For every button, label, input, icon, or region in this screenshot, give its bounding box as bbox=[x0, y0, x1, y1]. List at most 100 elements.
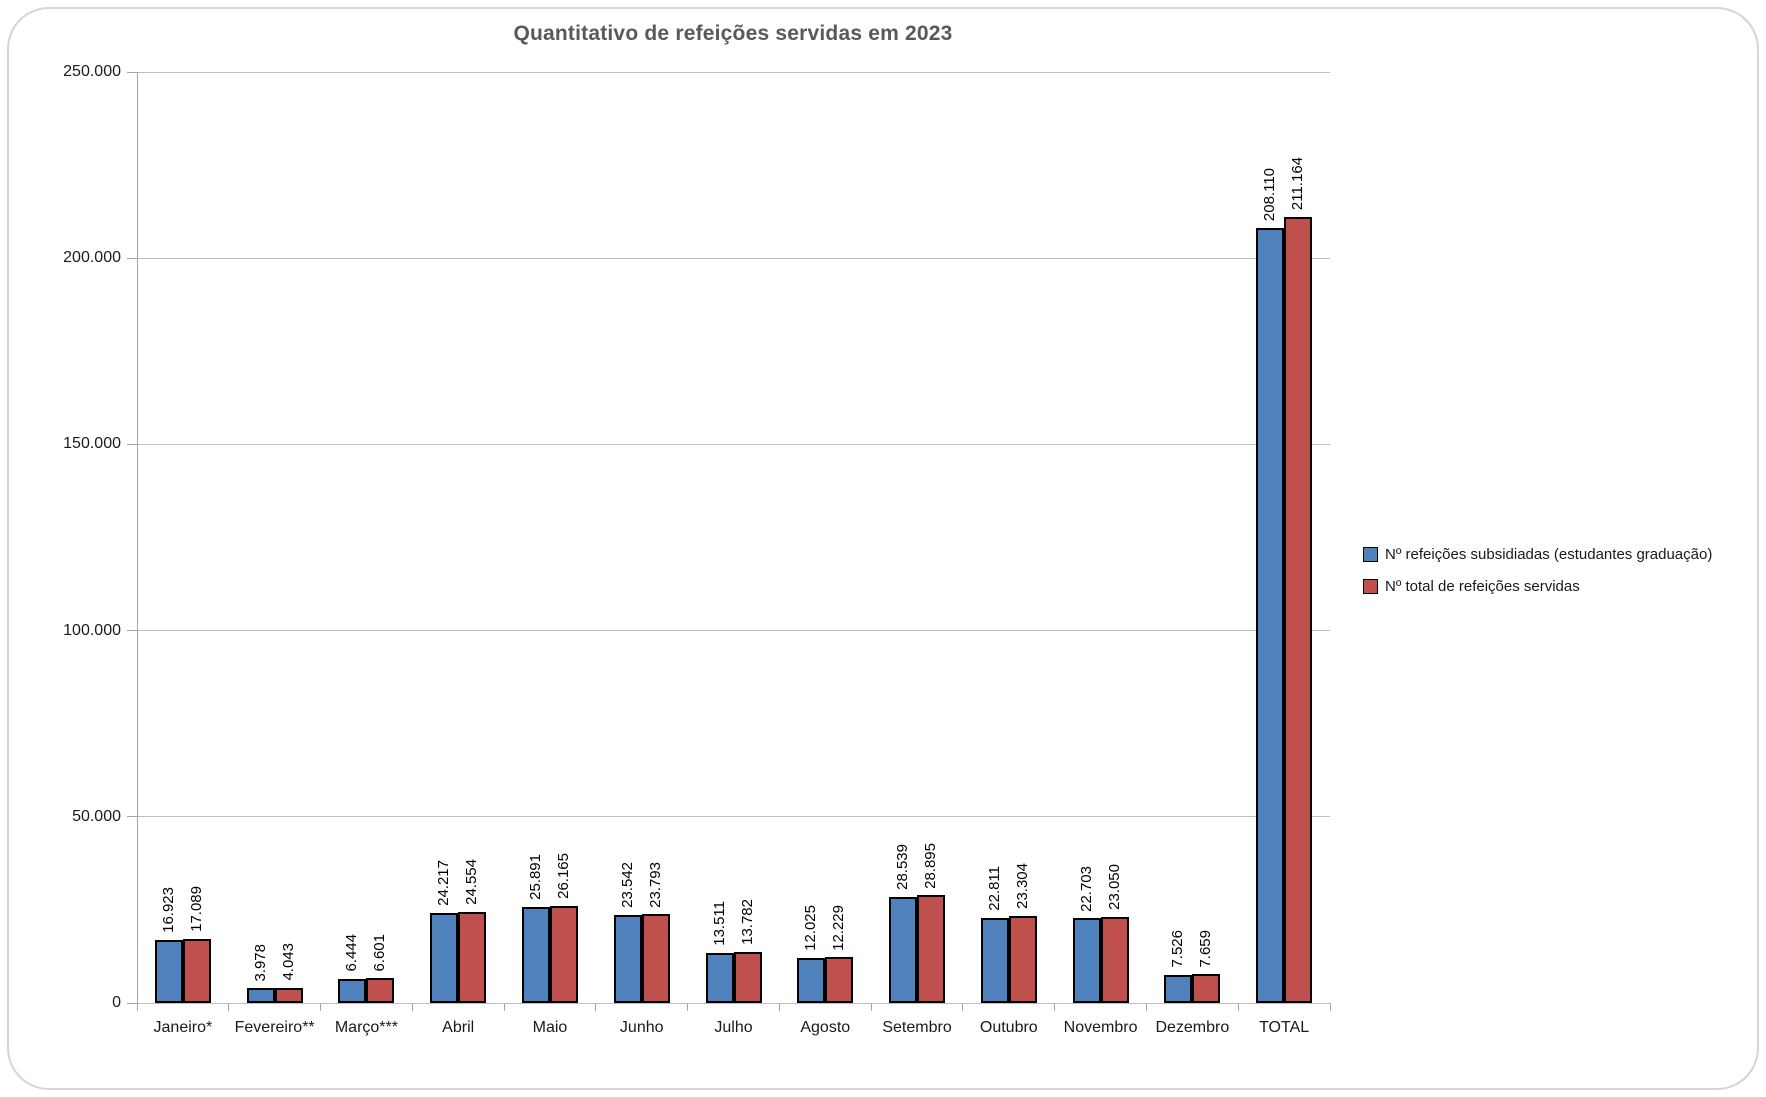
bar-value-label: 23.542 bbox=[618, 862, 636, 909]
bar-value-label: 23.793 bbox=[646, 861, 664, 908]
x-axis-tick bbox=[1054, 1003, 1056, 1011]
x-axis-category-label: TOTAL bbox=[1259, 1019, 1310, 1036]
chart-title: Quantitativo de refeições servidas em 20… bbox=[513, 22, 953, 45]
bar bbox=[458, 911, 487, 1003]
bar-value-label: 6.444 bbox=[343, 934, 361, 973]
x-axis-tick bbox=[136, 1003, 138, 1011]
y-axis-tick bbox=[127, 443, 138, 445]
legend-item: Nº refeições subsidiadas (estudantes gra… bbox=[1363, 546, 1712, 563]
legend-item: Nº total de refeições servidas bbox=[1363, 578, 1712, 595]
y-axis-tick bbox=[127, 816, 138, 818]
gridline bbox=[137, 257, 1330, 259]
y-axis-tick-label: 200.000 bbox=[63, 249, 121, 267]
bar-value-label: 12.025 bbox=[802, 905, 820, 952]
gridline bbox=[137, 71, 1330, 73]
bar-value-label: 24.554 bbox=[463, 858, 481, 905]
bar-value-label: 7.659 bbox=[1197, 929, 1215, 968]
bar bbox=[521, 906, 550, 1003]
y-axis-tick-label: 50.000 bbox=[72, 807, 121, 825]
x-axis-tick bbox=[228, 1003, 230, 1011]
bar-value-label: 17.089 bbox=[187, 886, 205, 933]
bar-value-label: 12.229 bbox=[830, 904, 848, 951]
bar bbox=[182, 939, 211, 1003]
bar bbox=[733, 951, 762, 1003]
x-axis-category-label: Julho bbox=[714, 1019, 753, 1036]
x-axis-category-label: Março*** bbox=[334, 1019, 398, 1036]
bar-value-label: 28.539 bbox=[894, 843, 912, 890]
bar bbox=[1192, 974, 1221, 1003]
y-axis-tick bbox=[127, 71, 138, 73]
bar bbox=[641, 914, 670, 1003]
bar bbox=[825, 957, 854, 1003]
y-axis-line bbox=[137, 72, 138, 1003]
legend-swatch bbox=[1363, 579, 1378, 594]
bar bbox=[613, 915, 642, 1003]
bar-value-label: 24.217 bbox=[435, 859, 453, 906]
x-axis-tick bbox=[411, 1003, 413, 1011]
bar-value-label: 23.304 bbox=[1013, 863, 1031, 910]
x-axis-category-label: Setembro bbox=[882, 1019, 952, 1036]
x-axis-tick bbox=[687, 1003, 689, 1011]
bar-value-label: 23.050 bbox=[1105, 864, 1123, 911]
bar-value-label: 6.601 bbox=[371, 933, 389, 972]
bar bbox=[430, 912, 459, 1003]
x-axis-category-label: Abril bbox=[442, 1019, 475, 1036]
x-axis-tick bbox=[962, 1003, 964, 1011]
gridline bbox=[137, 630, 1330, 632]
bar bbox=[154, 939, 183, 1003]
bar-value-label: 26.165 bbox=[554, 852, 572, 899]
x-axis-category-label: Novembro bbox=[1063, 1019, 1138, 1036]
bar-value-label: 4.043 bbox=[279, 943, 297, 981]
bar bbox=[889, 896, 918, 1003]
legend-series-label: Nº total de refeições servidas bbox=[1385, 578, 1580, 595]
bar-value-label: 22.703 bbox=[1077, 865, 1095, 912]
bar-value-label: 16.923 bbox=[159, 887, 177, 933]
x-axis-tick bbox=[1145, 1003, 1147, 1011]
y-axis-tick bbox=[127, 630, 138, 632]
bar-value-label: 28.895 bbox=[922, 842, 940, 889]
bar bbox=[1008, 916, 1037, 1003]
legend-series-label: Nº refeições subsidiadas (estudantes gra… bbox=[1385, 546, 1713, 563]
x-axis-category-label: Outubro bbox=[979, 1019, 1038, 1036]
x-axis-category-label: Fevereiro** bbox=[234, 1019, 315, 1036]
y-axis-tick-label: 150.000 bbox=[63, 435, 121, 453]
x-axis-tick bbox=[778, 1003, 780, 1011]
x-axis-tick bbox=[870, 1003, 872, 1011]
y-axis-tick-label: 250.000 bbox=[63, 63, 121, 80]
bar bbox=[980, 918, 1009, 1003]
y-axis-tick bbox=[127, 1002, 138, 1004]
bar bbox=[1284, 216, 1313, 1003]
bar bbox=[1164, 974, 1193, 1003]
bar-value-label: 22.811 bbox=[985, 866, 1003, 912]
x-axis-category-label: Junho bbox=[619, 1019, 664, 1036]
gridline bbox=[137, 816, 1330, 818]
gridline bbox=[137, 1002, 1330, 1004]
bar bbox=[1256, 227, 1285, 1003]
bar bbox=[274, 987, 303, 1003]
bar bbox=[246, 988, 275, 1003]
bar-value-label: 208.110 bbox=[1261, 167, 1279, 221]
legend: Nº refeições subsidiadas (estudantes gra… bbox=[1363, 546, 1712, 610]
x-axis-category-label: Janeiro* bbox=[153, 1019, 213, 1036]
bar bbox=[1072, 918, 1101, 1003]
x-axis-category-label: Dezembro bbox=[1155, 1019, 1230, 1036]
bar bbox=[338, 979, 367, 1003]
bar-value-label: 3.978 bbox=[251, 943, 269, 982]
bar-value-label: 13.782 bbox=[738, 898, 756, 945]
x-axis-tick bbox=[1237, 1003, 1239, 1011]
bar bbox=[797, 958, 826, 1003]
gridline bbox=[137, 443, 1330, 445]
bar-value-label: 25.891 bbox=[526, 853, 544, 900]
bar-value-label: 7.526 bbox=[1169, 930, 1187, 968]
x-axis-category-label: Maio bbox=[532, 1019, 568, 1036]
x-axis-tick bbox=[320, 1003, 322, 1011]
y-axis-tick-label: 100.000 bbox=[63, 621, 121, 639]
bar-value-label: 13.511 bbox=[710, 900, 728, 946]
x-axis-tick bbox=[1329, 1003, 1331, 1011]
x-axis-tick bbox=[595, 1003, 597, 1011]
x-axis-tick bbox=[503, 1003, 505, 1011]
x-axis-category-label: Agosto bbox=[800, 1019, 851, 1036]
bar-value-label: 211.164 bbox=[1289, 156, 1307, 210]
bar bbox=[917, 895, 946, 1003]
